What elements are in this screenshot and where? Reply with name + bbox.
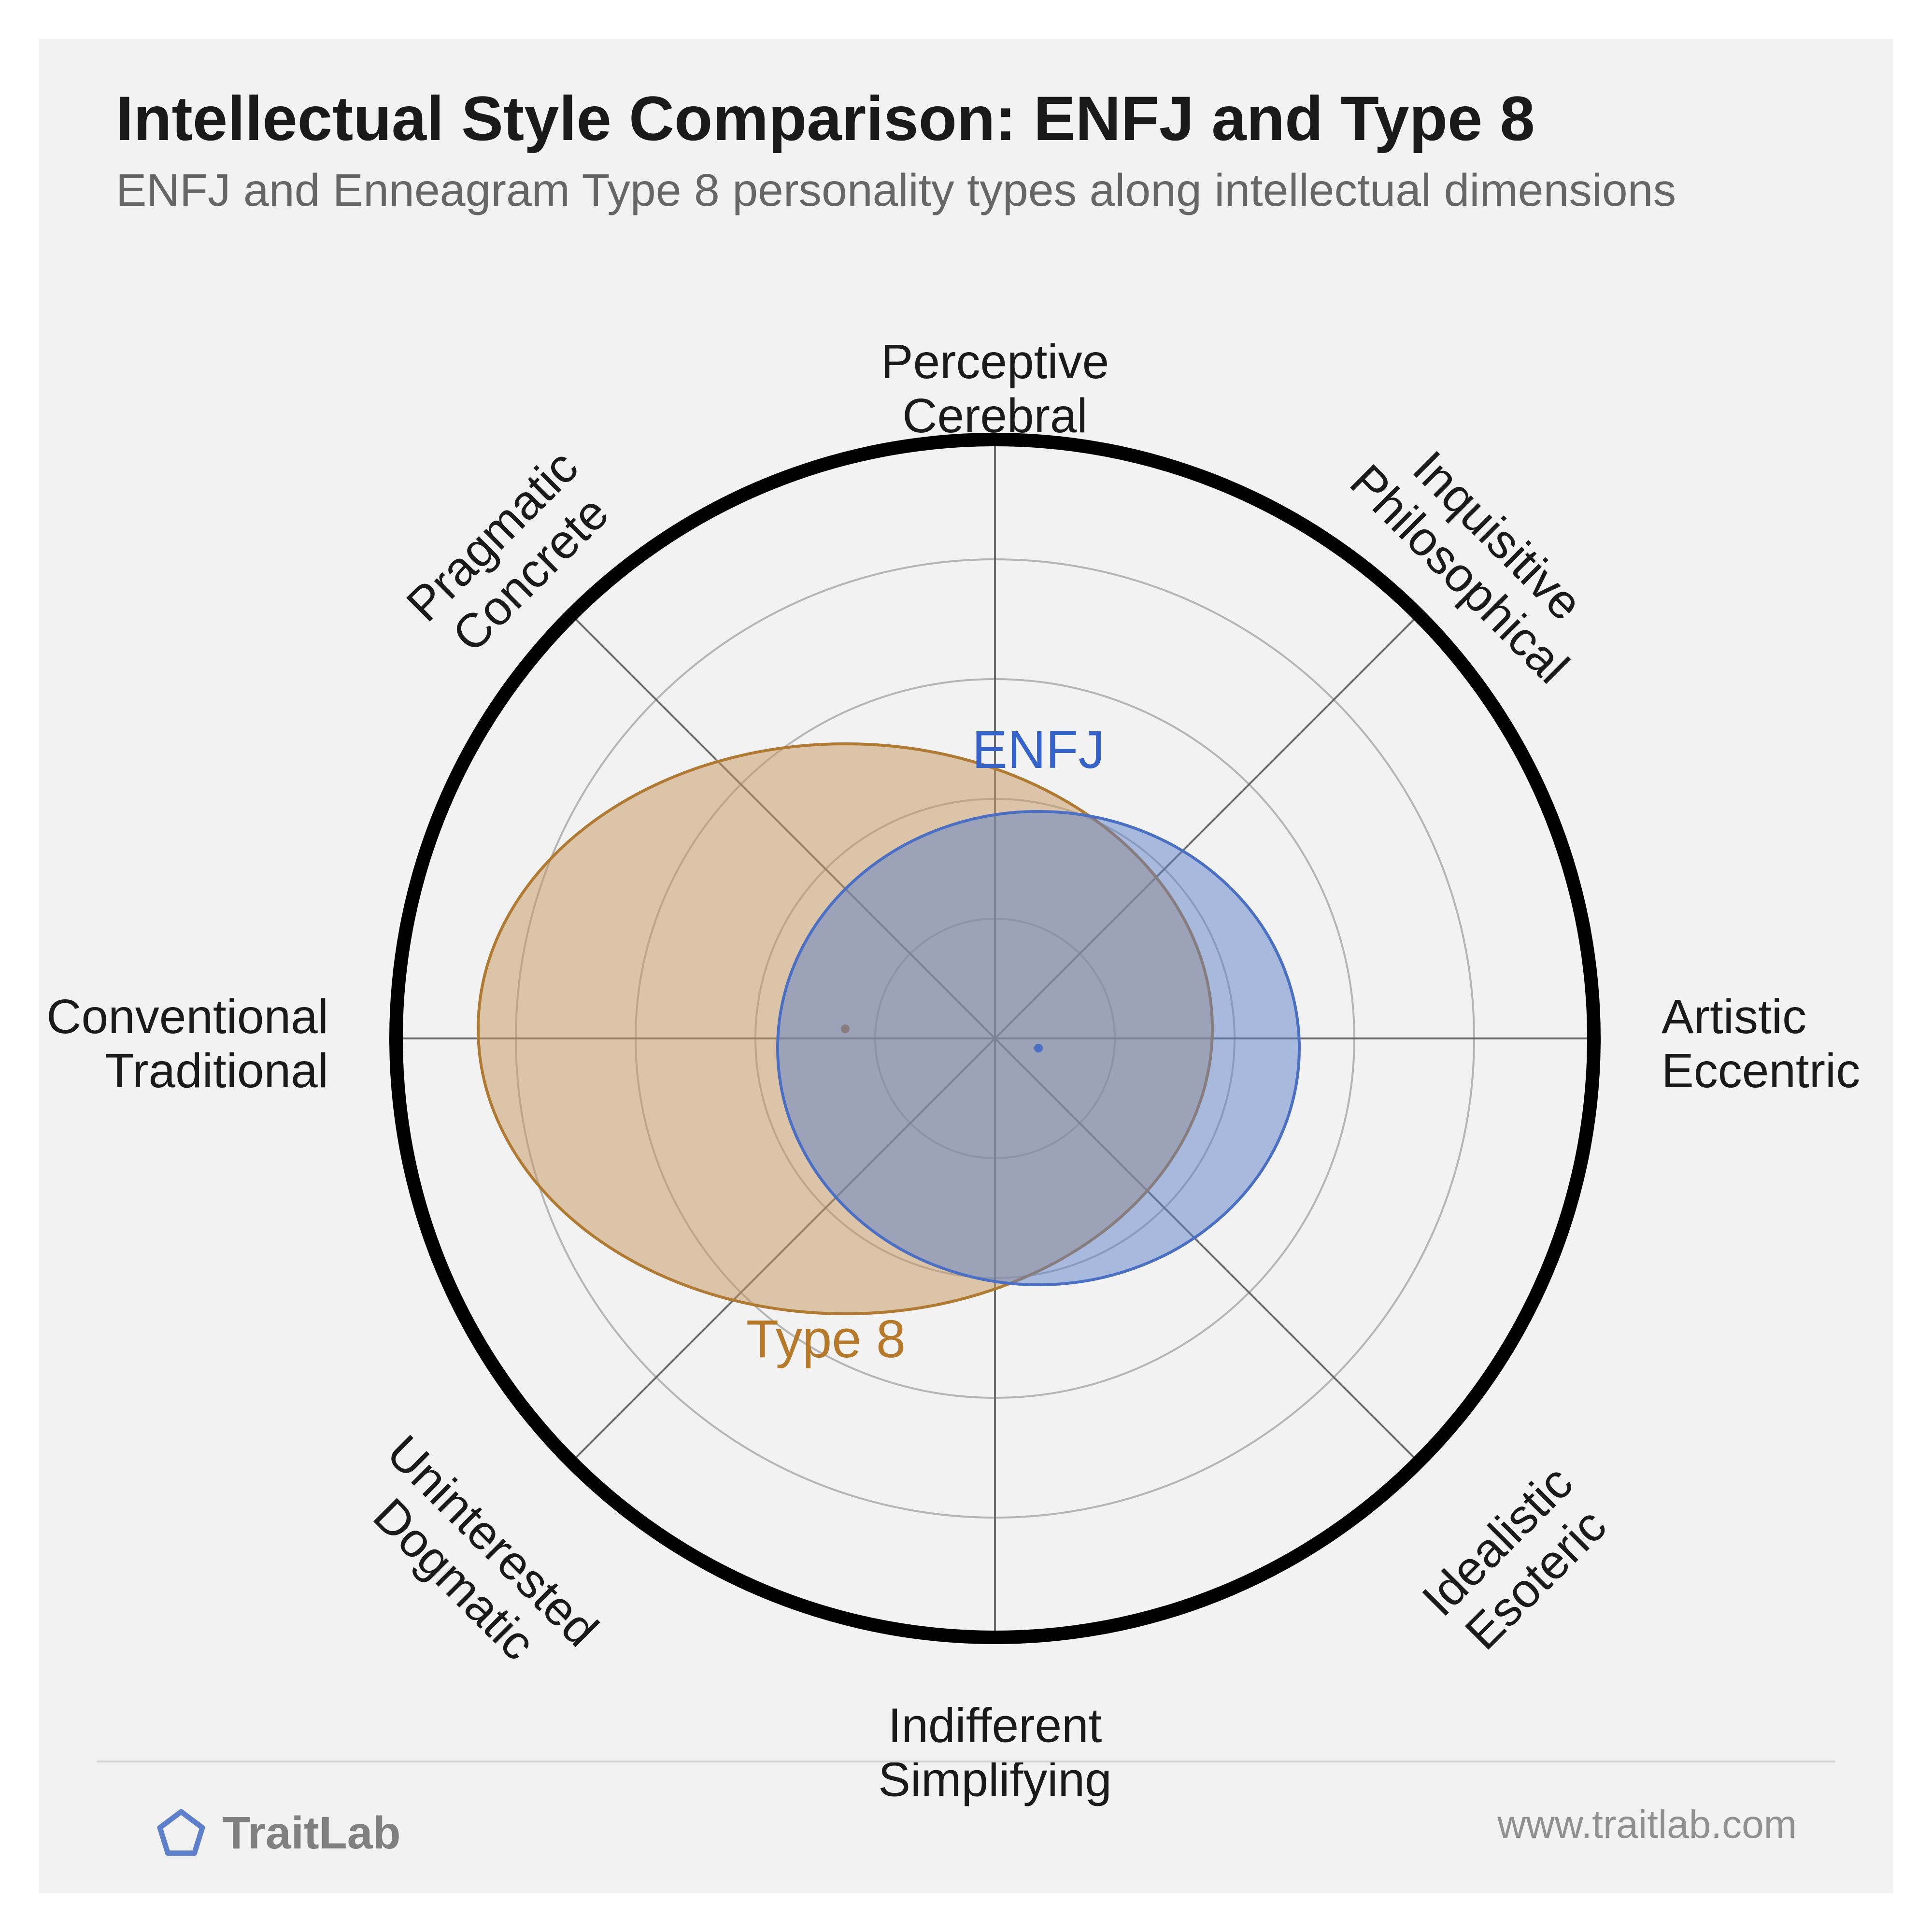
brand-logo-icon: [155, 1806, 208, 1860]
footer-separator: [97, 1761, 1835, 1762]
series-label-type-8: Type 8: [746, 1309, 906, 1369]
footer-url: www.traitlab.com: [1497, 1802, 1797, 1847]
axis-label: Traditional: [105, 1044, 328, 1098]
radar-chart: Type 8ENFJPerceptiveCerebralInquisitiveP…: [39, 39, 1893, 1893]
axis-label: Eccentric: [1662, 1044, 1860, 1098]
axis-label: Cerebral: [902, 389, 1088, 443]
chart-frame: Intellectual Style Comparison: ENFJ and …: [39, 39, 1893, 1893]
footer-brand: TraitLab: [155, 1806, 401, 1860]
axis-label: Indifferent: [888, 1698, 1102, 1752]
series-label-enfj: ENFJ: [972, 720, 1105, 780]
brand-name: TraitLab: [222, 1807, 401, 1860]
axis-label: Perceptive: [881, 335, 1109, 389]
axis-label: Conventional: [46, 990, 328, 1044]
axis-label: Artistic: [1662, 990, 1806, 1044]
